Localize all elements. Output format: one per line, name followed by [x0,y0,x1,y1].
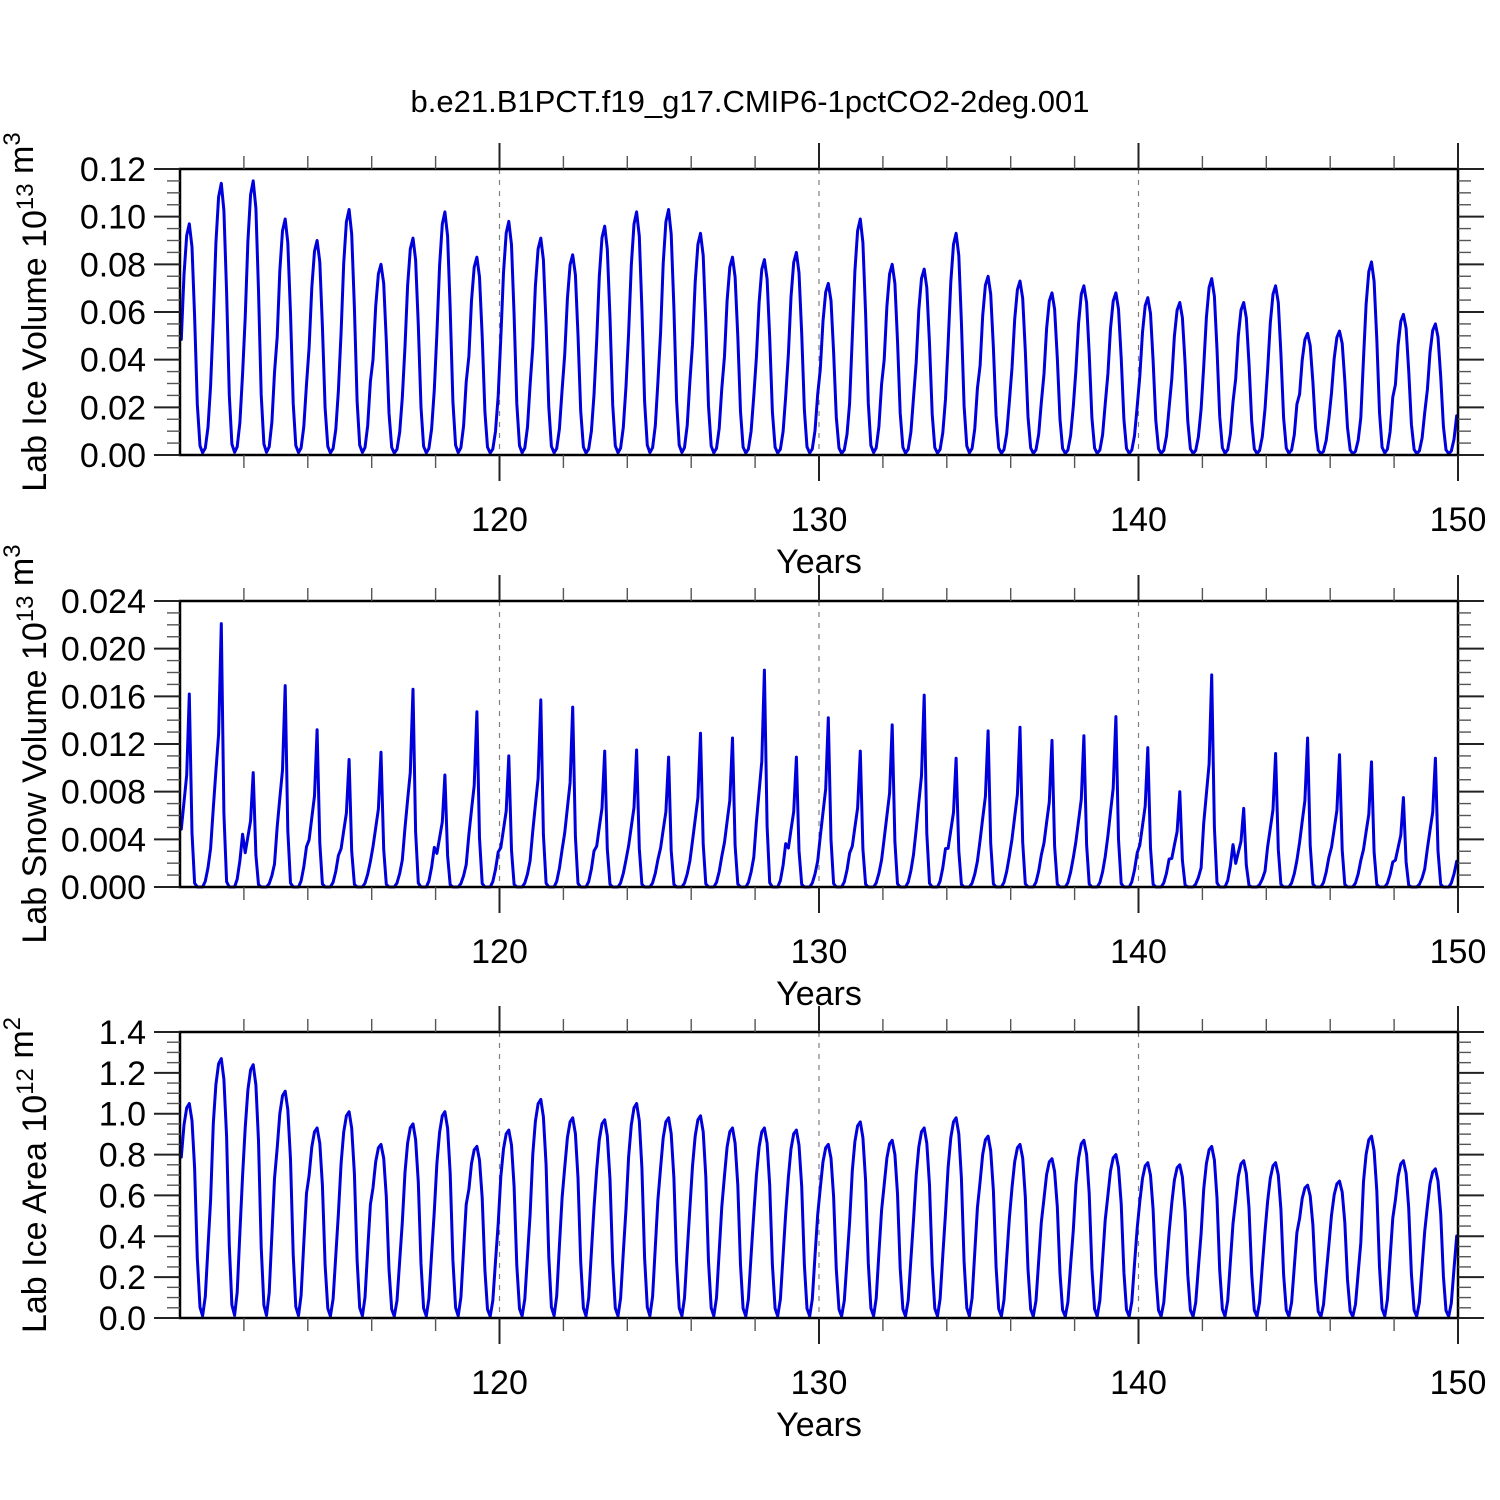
svg-text:130: 130 [791,933,848,971]
svg-text:0.012: 0.012 [61,726,146,764]
svg-text:0.004: 0.004 [61,821,146,859]
svg-text:0.0: 0.0 [99,1300,146,1338]
svg-text:0.8: 0.8 [99,1137,146,1175]
panel-lab-ice-volume: 120 130 140 150 0.00 0.02 0.04 0.06 0.08 0.10 0.12… [0,132,1486,581]
svg-text:0.020: 0.020 [61,631,146,669]
svg-text:140: 140 [1110,933,1167,971]
svg-text:0.008: 0.008 [61,774,146,812]
svg-text:0.024: 0.024 [61,583,146,621]
svg-text:150: 150 [1430,1364,1487,1402]
svg-text:0.08: 0.08 [80,246,146,284]
svg-text:120: 120 [471,1364,528,1402]
svg-text:Years: Years [776,1406,862,1444]
svg-text:130: 130 [791,1364,848,1402]
svg-text:0.4: 0.4 [99,1218,146,1256]
svg-text:1.4: 1.4 [99,1014,146,1052]
svg-text:Lab Snow Volume 1013 m3: Lab Snow Volume 1013 m3 [0,544,54,943]
panel-lab-ice-area: 120 130 140 150 0.00.20.40.60.81.01.21.4 Year… [0,1006,1486,1444]
svg-text:0.000: 0.000 [61,869,146,907]
svg-text:0.06: 0.06 [80,294,146,332]
svg-text:150: 150 [1430,933,1487,971]
svg-text:0.6: 0.6 [99,1177,146,1215]
svg-text:0.12: 0.12 [80,151,146,189]
svg-text:0.02: 0.02 [80,389,146,427]
svg-text:1.0: 1.0 [99,1096,146,1134]
panel-lab-snow-volume: 120 130 140 150 0.000 0.004 0.008 0.012 0.016 0.0… [0,544,1486,1013]
svg-text:Lab Ice Area 1012 m2: Lab Ice Area 1012 m2 [0,1017,54,1333]
svg-text:130: 130 [791,501,848,539]
svg-text:1.2: 1.2 [99,1055,146,1093]
svg-text:150: 150 [1430,501,1487,539]
svg-text:Years: Years [776,543,862,581]
svg-text:120: 120 [471,501,528,539]
svg-text:0.10: 0.10 [80,199,146,237]
svg-text:140: 140 [1110,501,1167,539]
chart-title: b.e21.B1PCT.f19_g17.CMIP6-1pctCO2-2deg.0… [410,84,1090,119]
svg-text:0.04: 0.04 [80,342,146,380]
svg-text:0.2: 0.2 [99,1259,146,1297]
svg-text:0.00: 0.00 [80,437,146,475]
svg-text:0.016: 0.016 [61,678,146,716]
svg-text:120: 120 [471,933,528,971]
svg-text:140: 140 [1110,1364,1167,1402]
svg-text:Lab Ice Volume 1013 m3: Lab Ice Volume 1013 m3 [0,132,54,492]
